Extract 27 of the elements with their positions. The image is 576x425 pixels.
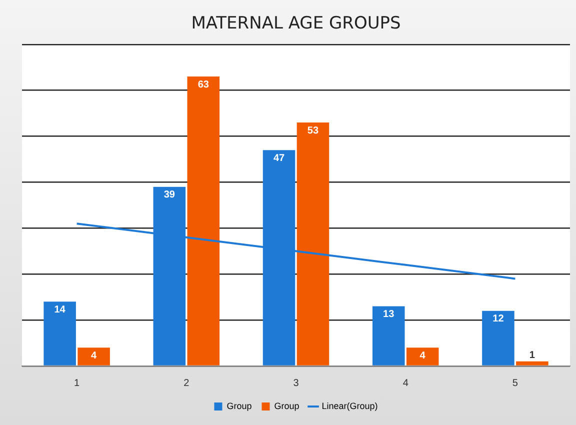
chart-title: MATERNAL AGE GROUPS — [191, 14, 401, 34]
data-label: 12 — [492, 314, 504, 325]
data-label: 39 — [164, 190, 176, 201]
x-tick-label: 5 — [512, 378, 518, 389]
data-label: 14 — [54, 304, 66, 316]
bar — [187, 76, 220, 366]
bar — [372, 306, 405, 366]
bar — [78, 348, 110, 366]
data-label: 47 — [273, 152, 286, 164]
data-label: 13 — [383, 309, 395, 320]
data-label: 4 — [91, 350, 98, 362]
x-tick-label: 4 — [402, 378, 409, 389]
bar — [406, 348, 439, 366]
legend-label: Group — [226, 400, 252, 411]
x-tick-label: 1 — [74, 378, 80, 389]
bar — [44, 302, 76, 366]
bar — [296, 122, 330, 366]
x-tick-label: 3 — [293, 378, 300, 389]
legend-label: Group — [274, 400, 300, 411]
bar — [516, 361, 548, 366]
data-label: 53 — [307, 125, 319, 136]
data-label: 63 — [198, 79, 210, 90]
data-label: 4 — [420, 350, 426, 362]
legend-label: Linear(Group) — [322, 400, 378, 411]
x-tick-label: 2 — [184, 378, 190, 389]
bar — [482, 310, 514, 366]
data-label: 1 — [529, 350, 536, 362]
